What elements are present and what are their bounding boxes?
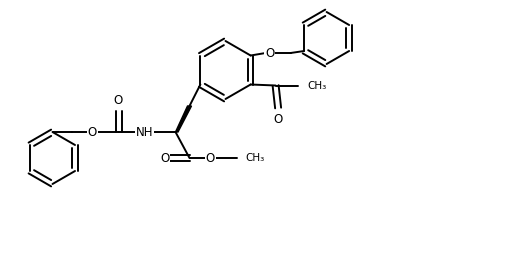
Text: O: O xyxy=(274,113,282,126)
Text: CH₃: CH₃ xyxy=(246,153,265,163)
Text: O: O xyxy=(114,94,123,107)
Text: O: O xyxy=(161,151,169,165)
Polygon shape xyxy=(175,106,192,132)
Text: O: O xyxy=(88,125,97,139)
Text: O: O xyxy=(206,151,215,165)
Text: CH₃: CH₃ xyxy=(307,80,326,91)
Text: O: O xyxy=(265,47,274,59)
Text: NH: NH xyxy=(136,125,153,139)
